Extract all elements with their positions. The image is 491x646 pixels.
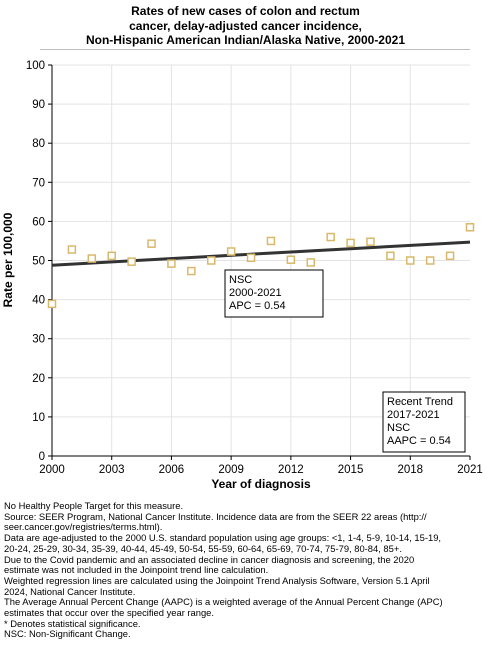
data-points <box>47 223 475 309</box>
chart-title-line: cancer, delay-adjusted cancer incidence, <box>129 18 362 33</box>
data-point <box>47 299 57 309</box>
data-point <box>445 251 455 261</box>
y-tick-labels: 0 10 20 30 40 50 60 70 80 90 100 <box>26 60 45 463</box>
footnote-line: NSC: Non-Significant Change. <box>4 628 131 640</box>
y-tick-label: 0 <box>39 451 45 463</box>
data-point <box>107 251 116 261</box>
footnote-line: 20-24, 25-29, 30-34, 35-39, 40-44, 45-49… <box>4 542 402 554</box>
y-tick-label: 90 <box>32 99 45 111</box>
footnote-line: The Average Annual Percent Change (AAPC)… <box>4 596 443 608</box>
data-point <box>406 256 415 265</box>
chart-title-line: Rates of new cases of colon and rectum <box>131 4 360 18</box>
axes <box>48 64 471 460</box>
data-point <box>127 257 136 266</box>
footnote-line: * Denotes statistical significance. <box>4 617 141 629</box>
footnote-line: estimates that occur over the specified … <box>4 607 215 619</box>
data-point <box>246 253 256 263</box>
data-point <box>465 223 475 232</box>
x-tick-label: 2012 <box>278 464 304 476</box>
y-tick-label: 10 <box>32 412 45 424</box>
data-point <box>206 256 216 265</box>
trend-line <box>51 240 471 267</box>
annotation-text: NSC <box>229 274 252 286</box>
data-point <box>266 236 276 246</box>
x-tick-labels: 2000 2003 2006 2009 2012 2015 2018 2021 <box>39 464 483 476</box>
data-point <box>286 255 296 264</box>
y-axis-label: Rate per 100,000 <box>1 212 15 307</box>
footnote-line: seer.cancer.gov/registries/terms.html). <box>4 521 163 533</box>
data-point <box>87 254 97 263</box>
data-point <box>187 266 196 276</box>
data-point <box>425 256 435 265</box>
x-tick-label: 2021 <box>457 464 483 476</box>
annotation-text: APC = 0.54 <box>229 300 286 312</box>
annotation-text: 2000-2021 <box>229 287 282 299</box>
y-tick-label: 30 <box>32 334 45 346</box>
data-point <box>366 237 375 246</box>
x-tick-label: 2000 <box>39 464 65 476</box>
footnote-line: estimate was not included in the Joinpoi… <box>4 564 269 576</box>
footnote-line: Data are age-adjusted to the 2000 U.S. s… <box>4 532 442 544</box>
annotation-text: AAPC = 0.54 <box>387 435 451 447</box>
footnote-line: Weighted regression lines are calculated… <box>4 574 430 586</box>
annotation-text: 2017-2021 <box>387 409 440 421</box>
x-tick-label: 2018 <box>397 464 423 476</box>
x-axis-label: Year of diagnosis <box>211 477 311 491</box>
annotation-text: NSC <box>387 422 410 434</box>
annotation-box <box>224 269 324 318</box>
data-point <box>326 232 335 242</box>
data-point <box>167 259 176 268</box>
annotation-box <box>382 391 466 453</box>
y-tick-label: 80 <box>32 138 45 150</box>
annotation-text: Recent Trend <box>387 396 453 408</box>
x-tick-label: 2003 <box>99 464 125 476</box>
data-point <box>147 239 156 248</box>
data-point <box>67 245 77 254</box>
footnote-line: No Healthy People Target for this measur… <box>4 500 184 511</box>
y-tick-label: 40 <box>32 295 45 307</box>
x-tick-label: 2015 <box>338 464 364 476</box>
chart-title-line: Non-Hispanic American Indian/Alaska Nati… <box>85 33 406 47</box>
footnote-line: Source: SEER Program, National Cancer In… <box>4 510 427 522</box>
data-point <box>306 258 316 267</box>
x-tick-label: 2009 <box>218 464 244 476</box>
y-tick-label: 50 <box>32 256 45 268</box>
data-point <box>346 238 355 248</box>
y-tick-label: 70 <box>32 177 45 189</box>
footnote-line: Due to the Covid pandemic and an associa… <box>4 553 415 565</box>
y-tick-label: 20 <box>32 373 45 385</box>
x-tick-label: 2006 <box>159 464 185 476</box>
data-point <box>386 251 395 261</box>
trend-line-group <box>51 240 471 267</box>
y-tick-label: 60 <box>32 216 45 228</box>
y-tick-label: 100 <box>26 60 45 72</box>
footnotes: No Healthy People Target for this measur… <box>4 500 488 640</box>
title-divider <box>40 49 470 50</box>
grid-lines <box>52 64 470 456</box>
footnote-line: 2024, National Cancer Institute. <box>4 585 136 597</box>
data-point <box>226 247 236 256</box>
chart-title: Rates of new cases of colon and rectum c… <box>0 4 491 48</box>
